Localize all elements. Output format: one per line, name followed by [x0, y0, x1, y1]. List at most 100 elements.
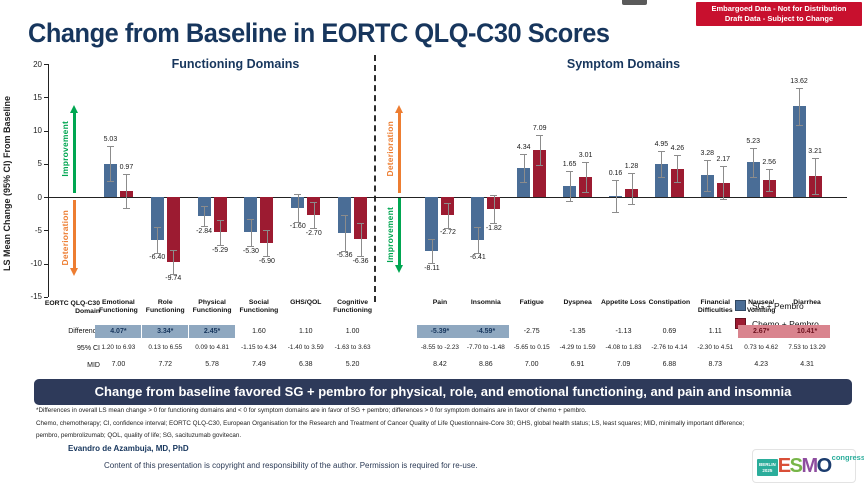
bar-value-label: -6.36: [352, 257, 369, 265]
error-bar-cap: [612, 180, 619, 182]
error-bar: [799, 87, 801, 126]
error-bar: [585, 161, 587, 193]
error-bar-cap: [310, 201, 318, 203]
y-tick-label: 0: [37, 192, 42, 202]
bar-value-label: 2.17: [716, 156, 731, 164]
domain-header: Appetite Loss: [601, 299, 646, 306]
improvement-label: Improvement: [60, 121, 70, 177]
mid-cell: 7.00: [524, 361, 539, 368]
difference-cell: 2.45*: [189, 325, 236, 338]
error-bar-cap: [582, 161, 590, 163]
domain-header: Physical Functioning: [192, 299, 232, 314]
bar-value-label: 3.21: [808, 147, 822, 155]
embargo-badge: Embargoed Data - Not for Distribution Dr…: [696, 2, 862, 26]
bar-value-label: 0.16: [608, 170, 623, 178]
congress-label: congress: [831, 453, 864, 462]
symptom-domains-title: Symptom Domains: [566, 57, 681, 71]
chemo-pembro-bar: [354, 197, 368, 240]
functioning-domains-title: Functioning Domains: [171, 57, 300, 71]
error-bar: [447, 202, 449, 228]
bar-value-label: -6.40: [149, 254, 166, 262]
error-bar-cap: [765, 191, 773, 193]
bar-value-label: -6.41: [469, 254, 486, 262]
y-tick-label: 20: [33, 59, 42, 69]
error-bar-cap: [811, 157, 819, 159]
mid-cell: 6.88: [662, 361, 677, 368]
bar-value-label: 4.34: [516, 144, 531, 152]
bar-value-label: 7.09: [532, 124, 547, 132]
bar-value-label: -5.36: [336, 252, 353, 260]
row-label-difference: Difference: [68, 328, 100, 335]
esmo-letter-o: O: [816, 455, 833, 477]
error-bar: [297, 193, 299, 222]
legend-label: SG + Pembro: [752, 300, 804, 311]
y-tick-mark: [44, 163, 48, 165]
y-tick-mark: [44, 64, 48, 65]
error-bar: [204, 205, 206, 227]
functioning-deterioration-annotation: Deterioration: [60, 200, 78, 276]
legend-item-sg: SG + Pembro: [735, 300, 819, 311]
page-title: Change from Baseline in EORTC QLQ-C30 Sc…: [28, 18, 610, 48]
error-bar: [539, 134, 541, 165]
difference-cell: -5.39*: [416, 325, 463, 338]
error-bar: [723, 166, 725, 199]
difference-cell: -1.13: [615, 328, 632, 335]
error-bar-cap: [719, 166, 727, 168]
error-bar-cap: [657, 151, 665, 153]
error-bar: [126, 173, 128, 208]
sg-pembro-bar: [244, 197, 258, 233]
domain-header: Emotional Functioning: [98, 299, 138, 314]
y-tick-label: -5: [34, 225, 42, 235]
error-bar: [677, 155, 679, 183]
y-tick-mark: [44, 263, 48, 265]
error-bar-cap: [628, 173, 635, 175]
mid-cell: 7.49: [252, 361, 266, 368]
bar-value-label: 4.95: [654, 141, 669, 149]
functioning-improvement-annotation: Improvement: [60, 105, 78, 193]
symptom-improvement-annotation: Improvement: [385, 197, 403, 273]
embargo-badge-line2: Draft Data - Subject to Change: [724, 13, 834, 23]
error-bar: [344, 214, 346, 251]
error-bar-cap: [703, 159, 711, 161]
y-tick-mark: [44, 197, 48, 199]
error-bar-cap: [673, 155, 681, 157]
ci-cell: -1.63 to 3.63: [334, 344, 371, 351]
domain-header: Role Functioning: [145, 299, 185, 314]
difference-cell: -1.35: [569, 328, 586, 335]
deterioration-label: Deterioration: [60, 210, 70, 266]
bar-value-label: -1.60: [289, 223, 306, 231]
difference-cell: 1.10: [298, 328, 313, 335]
error-bar-cap: [749, 147, 757, 149]
difference-cell: 2.67*: [738, 325, 785, 338]
domain-header: Insomnia: [470, 299, 501, 306]
domain-header: Cognitive Functioning: [333, 299, 373, 314]
sg-pembro-swatch: [735, 300, 746, 311]
bar-value-label: -2.84: [196, 227, 213, 235]
error-bar-cap: [341, 214, 349, 216]
footnote-line: pembro, pembrolizumab; QOL, quality of l…: [36, 432, 242, 439]
bar-value-label: 0.97: [119, 163, 134, 171]
error-bar-cap: [749, 176, 757, 178]
mid-cell: 6.91: [570, 361, 585, 368]
error-bar-cap: [520, 182, 528, 184]
error-bar-cap: [310, 228, 318, 230]
difference-cell: 0.69: [662, 328, 677, 335]
error-bar-cap: [474, 226, 482, 228]
bar-value-label: 5.23: [746, 137, 760, 145]
domain-header: Financial Difficulties: [697, 299, 733, 314]
domain-header: Diarrhea: [793, 299, 821, 306]
y-axis-line: [48, 64, 49, 297]
error-bar-cap: [628, 203, 635, 205]
mid-cell: 7.00: [111, 361, 126, 368]
error-bar-cap: [216, 219, 224, 221]
difference-cell: 10.41*: [784, 325, 831, 338]
sg-pembro-bar: [150, 197, 164, 240]
bar-value-label: 1.28: [624, 163, 639, 171]
legend-label: Chemo + Pembro: [752, 318, 819, 329]
mid-cell: 8.86: [479, 361, 493, 368]
copyright-notice: Content of this presentation is copyrigh…: [104, 461, 478, 470]
results-table: EORTC QLQ-C30 Domain Difference 95% CI M…: [0, 297, 864, 377]
error-bar-cap: [153, 226, 161, 228]
chemo-pembro-bar: [533, 149, 547, 198]
ci-cell: -8.55 to -2.23: [420, 344, 459, 351]
